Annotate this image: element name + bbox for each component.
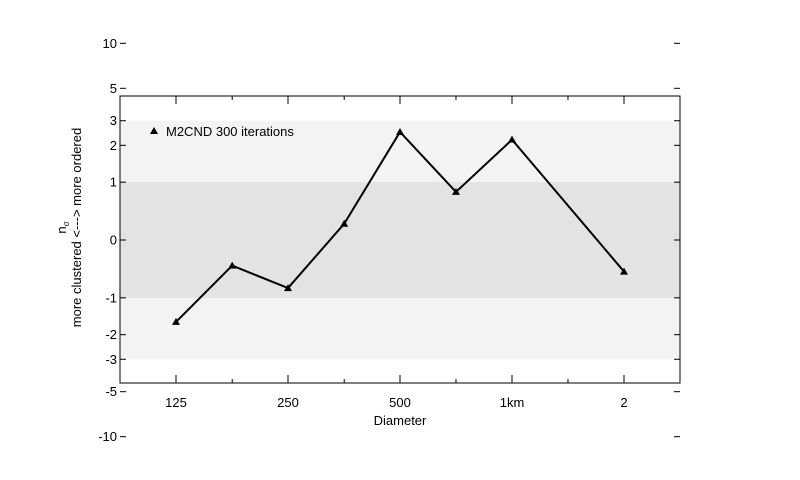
- legend: M2CND 300 iterations: [150, 124, 294, 139]
- y-tick-label: 10: [103, 36, 117, 51]
- legend-triangle-marker: [150, 127, 158, 134]
- data-point: [620, 267, 628, 275]
- y-tick-label: 3: [110, 113, 117, 128]
- data-point: [508, 135, 516, 143]
- y-tick-label: -1: [105, 290, 117, 305]
- legend-label: M2CND 300 iterations: [166, 124, 294, 139]
- x-tick-label: 500: [389, 395, 411, 410]
- data-point: [172, 317, 180, 325]
- x-tick-label: 125: [165, 395, 187, 410]
- x-tick-label: 250: [277, 395, 299, 410]
- series-layer: [172, 127, 628, 325]
- y-tick-label: -5: [105, 384, 117, 399]
- y-tick-label: -2: [105, 327, 117, 342]
- axis-ticks: [120, 42, 680, 438]
- y-axis-title-n: n: [54, 226, 69, 233]
- band-1: [120, 182, 680, 298]
- y-tick-label: 1: [110, 175, 117, 190]
- y-tick-label: -3: [105, 352, 117, 367]
- x-tick-label: 2: [620, 395, 627, 410]
- y-tick-label: 0: [110, 233, 117, 248]
- plot-frame: [119, 95, 681, 384]
- y-tick-label: 5: [110, 81, 117, 96]
- significance-bands: [120, 120, 680, 360]
- data-point: [451, 187, 460, 195]
- data-point: [340, 219, 349, 227]
- x-tick-label: 1km: [500, 395, 525, 410]
- x-axis-title: Diameter: [374, 413, 427, 428]
- y-axis-title: nσ more clustered <---> more ordered: [54, 128, 84, 327]
- y-axis-title-subscript: σ: [62, 221, 71, 226]
- x-tick-labels: 125 250 500 1km 2: [165, 395, 627, 410]
- series-line: [175, 130, 625, 323]
- y-tick-label: 2: [110, 138, 117, 153]
- data-point: [228, 261, 237, 269]
- svg-text:nσ: nσ: [54, 221, 71, 233]
- y-tick-label: -10: [98, 429, 117, 444]
- y-axis-title-text: more clustered <---> more ordered: [69, 128, 84, 327]
- data-point: [396, 127, 404, 135]
- data-point: [284, 284, 292, 292]
